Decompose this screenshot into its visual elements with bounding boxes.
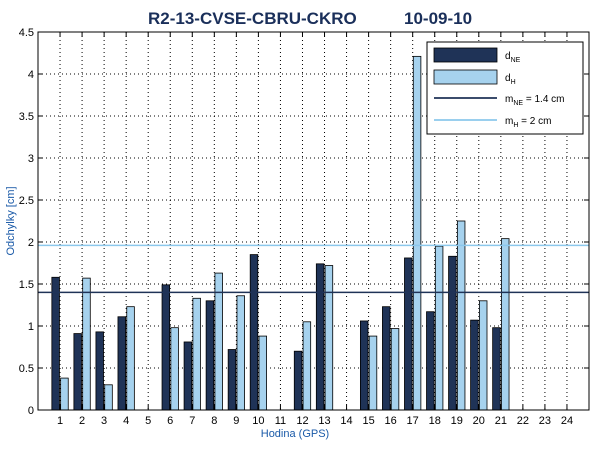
bar-dNE-3 bbox=[95, 331, 104, 411]
bar-dNE-15 bbox=[359, 320, 369, 411]
bar-dNE-18 bbox=[426, 311, 435, 411]
x-tick-label: 14 bbox=[340, 415, 352, 427]
chart-title: R2-13-CVSE-CBRU-CKRO bbox=[148, 9, 357, 28]
x-tick-label: 7 bbox=[189, 415, 195, 427]
x-tick-label: 8 bbox=[211, 415, 217, 427]
bar-dH-13 bbox=[324, 265, 334, 411]
legend-label-mH: mH = 2 cm bbox=[505, 116, 551, 129]
x-tick-label: 23 bbox=[539, 415, 551, 427]
bar-dNE-1 bbox=[51, 276, 60, 411]
bar-dNE-20 bbox=[470, 319, 479, 411]
bar-dNE-10 bbox=[249, 254, 259, 411]
legend: dNE dH mNE = 1.4 cm mH = 2 cm bbox=[426, 41, 584, 135]
y-tick-label: 1 bbox=[28, 321, 34, 333]
x-tick-label: 13 bbox=[318, 415, 330, 427]
x-axis-label: Hodina (GPS) bbox=[261, 428, 329, 440]
x-tick-label: 10 bbox=[252, 415, 264, 427]
bar-dH-3 bbox=[104, 384, 113, 411]
x-tick-label: 17 bbox=[407, 415, 419, 427]
legend-swatch-dH bbox=[433, 69, 498, 85]
bar-dNE-13 bbox=[315, 263, 325, 411]
x-tick-label: 9 bbox=[233, 415, 239, 427]
bar-dNE-21 bbox=[492, 327, 501, 411]
x-tick-label: 15 bbox=[362, 415, 374, 427]
y-tick-label: 0.5 bbox=[19, 363, 34, 375]
y-tick-label: 2.5 bbox=[19, 195, 34, 207]
bar-dNE-8 bbox=[205, 300, 215, 411]
x-axis-ticks: 1 2 3 4 5 6 7 8 9 10 11 12 13 14 15 16 17 18 19 20 21 22 23 24 bbox=[57, 32, 573, 427]
x-tick-label: 11 bbox=[275, 415, 286, 427]
bar-dH-12 bbox=[302, 321, 312, 411]
bar-dH-16 bbox=[390, 328, 400, 411]
x-tick-label: 3 bbox=[101, 415, 107, 427]
bar-dH-4 bbox=[126, 306, 135, 411]
y-axis-label: Odchylky [cm] bbox=[5, 186, 17, 255]
bar-dH-6 bbox=[170, 327, 179, 411]
y-tick-label: 4 bbox=[28, 69, 34, 81]
x-tick-label: 19 bbox=[451, 415, 463, 427]
x-tick-label: 5 bbox=[145, 415, 151, 427]
x-tick-label: 16 bbox=[385, 415, 397, 427]
bar-dH-19 bbox=[456, 220, 466, 411]
y-tick-label: 3 bbox=[28, 153, 34, 165]
bar-dH-20 bbox=[478, 300, 488, 411]
bar-dNE-2 bbox=[73, 333, 82, 411]
x-tick-label: 20 bbox=[473, 415, 485, 427]
x-tick-label: 12 bbox=[296, 415, 308, 427]
y-tick-label: 3.5 bbox=[19, 111, 34, 123]
plot-frame bbox=[37, 31, 590, 411]
bar-dH-21 bbox=[501, 238, 510, 411]
bar-dH-8 bbox=[214, 272, 223, 411]
bar-dH-2 bbox=[82, 277, 91, 411]
y-axis-ticks: 0 0.5 1 1.5 2 2.5 3 3.5 4 4.5 bbox=[19, 27, 589, 417]
bar-dNE-17 bbox=[404, 257, 413, 411]
y-tick-label: 0 bbox=[28, 405, 34, 417]
reference-lines bbox=[38, 244, 589, 294]
x-tick-label: 2 bbox=[79, 415, 85, 427]
bar-dH-15 bbox=[368, 335, 378, 411]
x-tick-label: 1 bbox=[57, 415, 63, 427]
bar-dNE-7 bbox=[183, 341, 193, 411]
bar-dNE-16 bbox=[382, 306, 391, 411]
legend-label-mNE: mNE = 1.4 cm bbox=[505, 94, 564, 107]
bar-dNE-9 bbox=[227, 349, 237, 411]
bar-dH-7 bbox=[192, 297, 201, 411]
bar-dNE-19 bbox=[448, 255, 457, 411]
x-tick-label: 22 bbox=[517, 415, 529, 427]
legend-label-dH: dH bbox=[505, 73, 516, 86]
bar-dNE-6 bbox=[161, 284, 171, 411]
bar-dH-10 bbox=[258, 335, 267, 411]
y-tick-label: 2 bbox=[28, 237, 34, 249]
x-tick-label: 4 bbox=[123, 415, 129, 427]
legend-swatch-dNE bbox=[433, 47, 498, 63]
bar-dH-18 bbox=[434, 245, 444, 411]
bar-dH-1 bbox=[60, 377, 69, 411]
legend-label-dNE: dNE bbox=[505, 51, 521, 64]
bar-dH-17 bbox=[412, 55, 422, 411]
series-dH bbox=[60, 55, 510, 411]
x-tick-label: 18 bbox=[429, 415, 441, 427]
chart-date: 10-09-10 bbox=[404, 9, 472, 28]
x-tick-label: 6 bbox=[167, 415, 173, 427]
y-tick-label: 4.5 bbox=[19, 27, 34, 39]
bar-dNE-12 bbox=[293, 350, 303, 411]
y-tick-label: 1.5 bbox=[19, 279, 34, 291]
x-tick-label: 24 bbox=[561, 415, 573, 427]
x-tick-label: 21 bbox=[495, 415, 507, 427]
bar-dNE-4 bbox=[117, 316, 126, 411]
bar-dH-9 bbox=[236, 295, 245, 411]
